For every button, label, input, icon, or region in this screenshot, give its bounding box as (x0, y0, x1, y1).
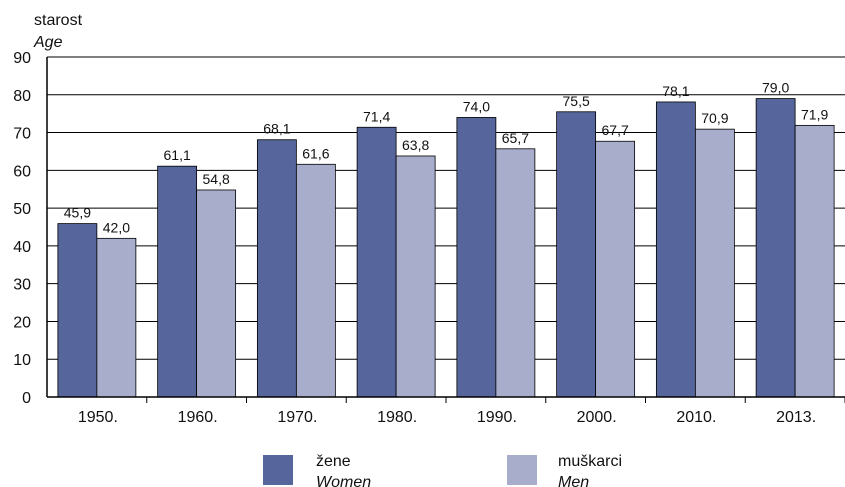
data-label: 65,7 (502, 130, 529, 146)
bar-women (57, 223, 98, 398)
x-tick-labels: 1950. 1960. 1970. 1980. 1990. 2000. 2010. 2013. (78, 409, 816, 426)
data-label: 70,9 (701, 110, 728, 126)
y-tick-label: 60 (13, 163, 31, 180)
data-label: 42,0 (103, 219, 130, 235)
data-label: 67,7 (602, 122, 629, 138)
y-tick-label: 40 (13, 239, 31, 256)
legend: žene Women muškarci Men (263, 453, 622, 487)
data-label: 74,0 (463, 98, 490, 114)
x-tick-label: 2010. (676, 409, 716, 426)
x-tick-label: 1960. (178, 409, 218, 426)
legend-label-women-english: Women (316, 474, 371, 487)
data-labels: 45,9 42,0 61,1 54,8 68,1 61,6 71,4 63,8 74,0 65,7… (64, 80, 829, 236)
bar-men (96, 237, 137, 398)
x-tick-label: 1950. (78, 409, 118, 426)
bar-men (395, 155, 436, 398)
y-tick-label: 70 (13, 126, 31, 143)
bar-women (456, 117, 497, 398)
y-tick-label: 80 (13, 88, 31, 105)
axes (46, 57, 845, 403)
data-label: 79,0 (762, 80, 789, 96)
legend-label-men-english: Men (558, 474, 589, 487)
x-tick-label: 1980. (377, 409, 417, 426)
data-label: 61,1 (164, 147, 191, 163)
data-label: 54,8 (203, 171, 230, 187)
y-axis-label: starost (34, 12, 83, 29)
bar-men (495, 148, 536, 398)
data-label: 71,9 (801, 106, 828, 122)
y-tick-label: 10 (13, 352, 31, 369)
x-tick-label: 2000. (577, 409, 617, 426)
legend-swatch-women (263, 455, 293, 485)
data-label: 61,6 (302, 145, 329, 161)
bar-men (196, 189, 237, 398)
bar-women (157, 165, 198, 398)
bar-men (794, 124, 835, 398)
bar-women (655, 101, 696, 398)
y-tick-label: 90 (13, 50, 31, 67)
data-label: 45,9 (64, 205, 91, 221)
y-tick-labels: 0 10 20 30 40 50 60 70 80 90 (13, 50, 31, 407)
y-tick-label: 20 (13, 314, 31, 331)
y-tick-label: 50 (13, 201, 31, 218)
bar-women (256, 139, 297, 398)
y-tick-label: 0 (22, 390, 31, 407)
bar-women (556, 111, 597, 398)
data-label: 63,8 (402, 137, 429, 153)
bar-men (694, 128, 735, 398)
bar-women (755, 98, 796, 398)
bar-men (295, 163, 336, 398)
bars (57, 98, 835, 398)
legend-label-men: muškarci (558, 453, 622, 470)
data-label: 71,4 (363, 108, 390, 124)
legend-swatch-men (507, 455, 537, 485)
x-tick-label: 1970. (277, 409, 317, 426)
bar-women (356, 126, 397, 398)
y-axis-label-english: Age (33, 34, 63, 51)
data-label: 68,1 (263, 121, 290, 137)
x-tick-label: 2013. (776, 409, 816, 426)
y-tick-label: 30 (13, 277, 31, 294)
bar-men (595, 140, 636, 398)
legend-label-women: žene (316, 453, 351, 470)
data-label: 78,1 (662, 83, 689, 99)
data-label: 75,5 (563, 93, 590, 109)
x-tick-label: 1990. (477, 409, 517, 426)
